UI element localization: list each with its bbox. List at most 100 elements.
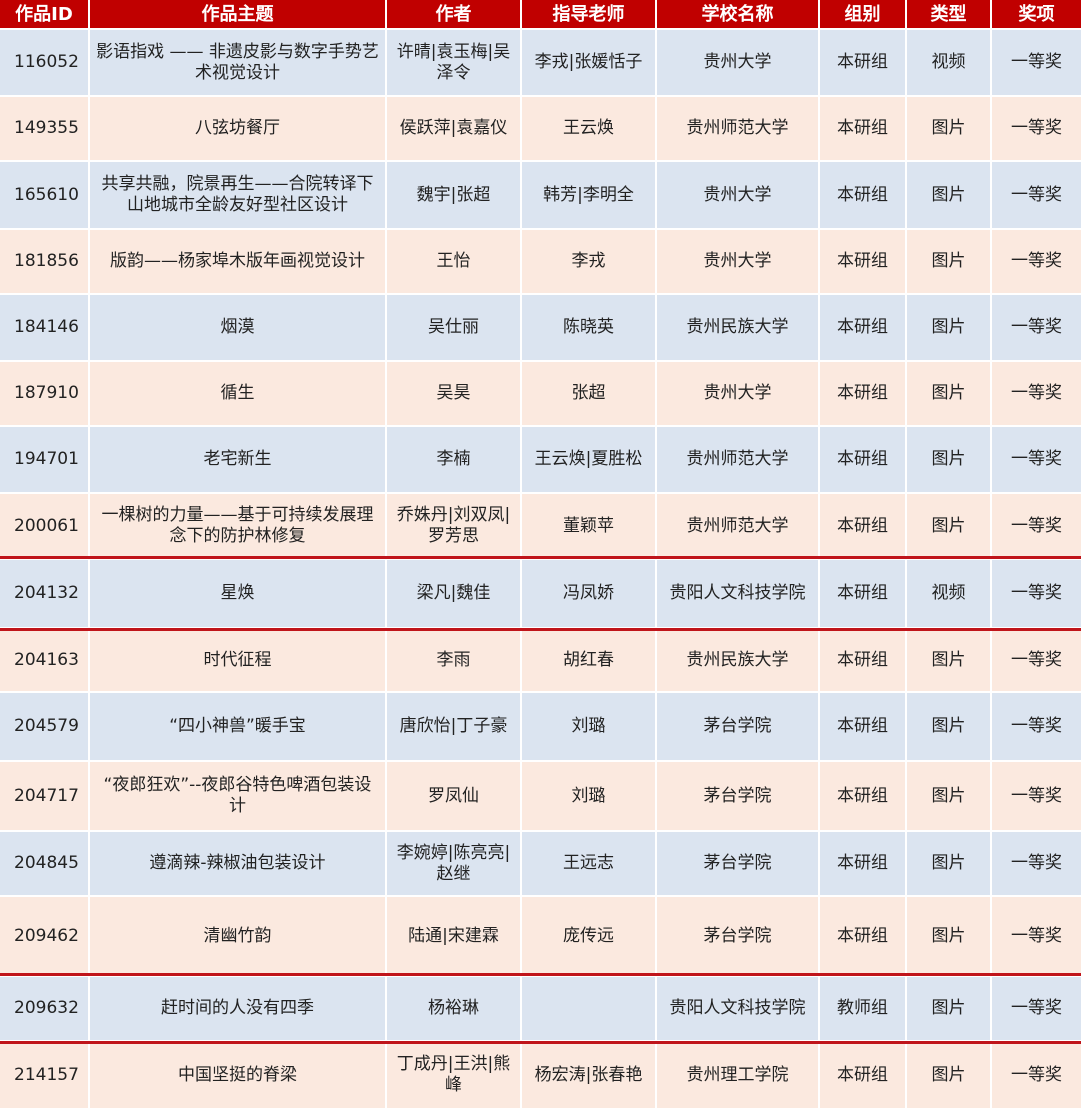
table-row: 204717 “夜郎狂欢”--夜郎谷特色啤酒包装设计 罗凤仙 刘璐 茅台学院 本研组 图片一… xyxy=(0,762,1081,830)
cell-work-title: 共享共融，院景再生——合院转译下山地城市全龄友好型社区设计 xyxy=(90,162,385,228)
cell-authors: 李婉婷|陈亮亮|赵继 xyxy=(387,832,520,895)
cell-work-id: 209462 xyxy=(0,897,88,975)
cell-award: 一等奖 xyxy=(992,560,1081,627)
cell-work-id: 209632 xyxy=(0,977,88,1040)
cell-work-title: 时代征程 xyxy=(90,629,385,691)
cell-advisors: 陈晓英 xyxy=(522,295,655,360)
cell-award: 一等奖 xyxy=(992,629,1081,691)
cell-work-id: 181856 xyxy=(0,230,88,293)
cell-group: 本研组 xyxy=(820,30,905,95)
cell-award: 一等奖 xyxy=(992,693,1081,760)
cell-work-title: 遵滴辣-辣椒油包装设计 xyxy=(90,832,385,895)
cell-type: 图片 xyxy=(907,162,990,228)
cell-type: 图片 xyxy=(907,762,990,830)
cell-type: 图片 xyxy=(907,295,990,360)
cell-advisors: 李戎 xyxy=(522,230,655,293)
table-row: 204579 “四小神兽”暖手宝 唐欣怡|丁子豪 刘璐 茅台学院 本研组 图片 一等奖 xyxy=(0,693,1081,760)
cell-work-id: 204717 xyxy=(0,762,88,830)
table-row: 149355 八弦坊餐厅 侯跃萍|袁嘉仪 王云焕 贵州师范大学 本研组 图片 一等奖 xyxy=(0,97,1081,160)
cell-authors: 唐欣怡|丁子豪 xyxy=(387,693,520,760)
cell-group: 本研组 xyxy=(820,230,905,293)
cell-authors: 侯跃萍|袁嘉仪 xyxy=(387,97,520,160)
cell-authors: 李楠 xyxy=(387,427,520,492)
table-header: 作品ID 作品主题 作者 指导老师 学校名称 组别 类型 奖项 xyxy=(0,0,1081,28)
cell-work-id: 165610 xyxy=(0,162,88,228)
cell-advisors: 王云焕 xyxy=(522,97,655,160)
cell-group: 本研组 xyxy=(820,427,905,492)
cell-school: 贵阳人文科技学院 xyxy=(657,977,818,1040)
cell-authors: 吴昊 xyxy=(387,362,520,425)
table-row-highlighted: 204132 星焕 梁凡|魏佳 冯凤娇 贵阳人文科技学院 本研组 视频 一等奖 xyxy=(0,556,1081,631)
cell-group: 本研组 xyxy=(820,97,905,160)
cell-school: 茅台学院 xyxy=(657,832,818,895)
header-work-id: 作品ID xyxy=(0,0,88,28)
cell-type: 图片 xyxy=(907,494,990,558)
cell-advisors: 庞传远 xyxy=(522,897,655,975)
cell-school: 贵州大学 xyxy=(657,362,818,425)
cell-work-title: 版韵——杨家埠木版年画视觉设计 xyxy=(90,230,385,293)
cell-award: 一等奖 xyxy=(992,362,1081,425)
table-row: 204845 遵滴辣-辣椒油包装设计 李婉婷|陈亮亮|赵继 王远志 茅台学院 本研组 图片一… xyxy=(0,832,1081,895)
cell-work-title: “四小神兽”暖手宝 xyxy=(90,693,385,760)
table-row: 204163 时代征程 李雨 胡红春 贵州民族大学 本研组 图片 一等奖 xyxy=(0,629,1081,691)
cell-work-title: 影语指戏 —— 非遗皮影与数字手势艺术视觉设计 xyxy=(90,30,385,95)
cell-type: 图片 xyxy=(907,1042,990,1108)
cell-advisors: 刘璐 xyxy=(522,693,655,760)
table-row: 214157 中国坚挺的脊梁 丁成丹|王洪|熊峰 杨宏涛|张春艳 贵州理工学院 本研组 图片… xyxy=(0,1042,1081,1108)
cell-advisors: 董颖苹 xyxy=(522,494,655,558)
cell-authors: 杨裕琳 xyxy=(387,977,520,1040)
cell-award: 一等奖 xyxy=(992,897,1081,975)
table-row: 181856 版韵——杨家埠木版年画视觉设计 王怡 李戎 贵州大学 本研组 图片 一等奖 xyxy=(0,230,1081,293)
cell-award: 一等奖 xyxy=(992,1042,1081,1108)
cell-work-title: 老宅新生 xyxy=(90,427,385,492)
cell-advisors: 张超 xyxy=(522,362,655,425)
cell-type: 图片 xyxy=(907,362,990,425)
table-row: 194701 老宅新生 李楠 王云焕|夏胜松 贵州师范大学 本研组 图片 一等奖 xyxy=(0,427,1081,492)
cell-group: 本研组 xyxy=(820,897,905,975)
cell-award: 一等奖 xyxy=(992,230,1081,293)
header-advisors: 指导老师 xyxy=(522,0,655,28)
cell-advisors: 胡红春 xyxy=(522,629,655,691)
cell-advisors: 杨宏涛|张春艳 xyxy=(522,1042,655,1108)
cell-work-id: 214157 xyxy=(0,1042,88,1108)
cell-type: 图片 xyxy=(907,629,990,691)
cell-group: 本研组 xyxy=(820,162,905,228)
header-school: 学校名称 xyxy=(657,0,818,28)
cell-authors: 罗凤仙 xyxy=(387,762,520,830)
header-work-title: 作品主题 xyxy=(90,0,385,28)
cell-school: 贵州民族大学 xyxy=(657,629,818,691)
cell-type: 图片 xyxy=(907,977,990,1040)
cell-work-id: 204132 xyxy=(0,560,88,627)
cell-work-title: 循生 xyxy=(90,362,385,425)
cell-school: 贵州大学 xyxy=(657,30,818,95)
cell-school: 贵州大学 xyxy=(657,162,818,228)
cell-award: 一等奖 xyxy=(992,494,1081,558)
cell-group: 本研组 xyxy=(820,693,905,760)
cell-work-id: 116052 xyxy=(0,30,88,95)
header-group: 组别 xyxy=(820,0,905,28)
table-row: 116052 影语指戏 —— 非遗皮影与数字手势艺术视觉设计 许晴|袁玉梅|吴泽令李… xyxy=(0,30,1081,95)
cell-work-title: 一棵树的力量——基于可持续发展理念下的防护林修复 xyxy=(90,494,385,558)
cell-award: 一等奖 xyxy=(992,977,1081,1040)
cell-award: 一等奖 xyxy=(992,295,1081,360)
cell-award: 一等奖 xyxy=(992,97,1081,160)
cell-award: 一等奖 xyxy=(992,427,1081,492)
cell-authors: 陆通|宋建霖 xyxy=(387,897,520,975)
cell-work-title: 中国坚挺的脊梁 xyxy=(90,1042,385,1108)
cell-group: 教师组 xyxy=(820,977,905,1040)
cell-group: 本研组 xyxy=(820,362,905,425)
header-authors: 作者 xyxy=(387,0,520,28)
table-row: 187910 循生 吴昊 张超 贵州大学 本研组 图片 一等奖 xyxy=(0,362,1081,425)
cell-work-id: 194701 xyxy=(0,427,88,492)
cell-authors: 吴仕丽 xyxy=(387,295,520,360)
cell-authors: 王怡 xyxy=(387,230,520,293)
cell-group: 本研组 xyxy=(820,295,905,360)
cell-work-id: 200061 xyxy=(0,494,88,558)
cell-authors: 李雨 xyxy=(387,629,520,691)
cell-work-title: 八弦坊餐厅 xyxy=(90,97,385,160)
cell-group: 本研组 xyxy=(820,1042,905,1108)
cell-school: 贵州师范大学 xyxy=(657,97,818,160)
cell-work-id: 184146 xyxy=(0,295,88,360)
cell-advisors: 王云焕|夏胜松 xyxy=(522,427,655,492)
